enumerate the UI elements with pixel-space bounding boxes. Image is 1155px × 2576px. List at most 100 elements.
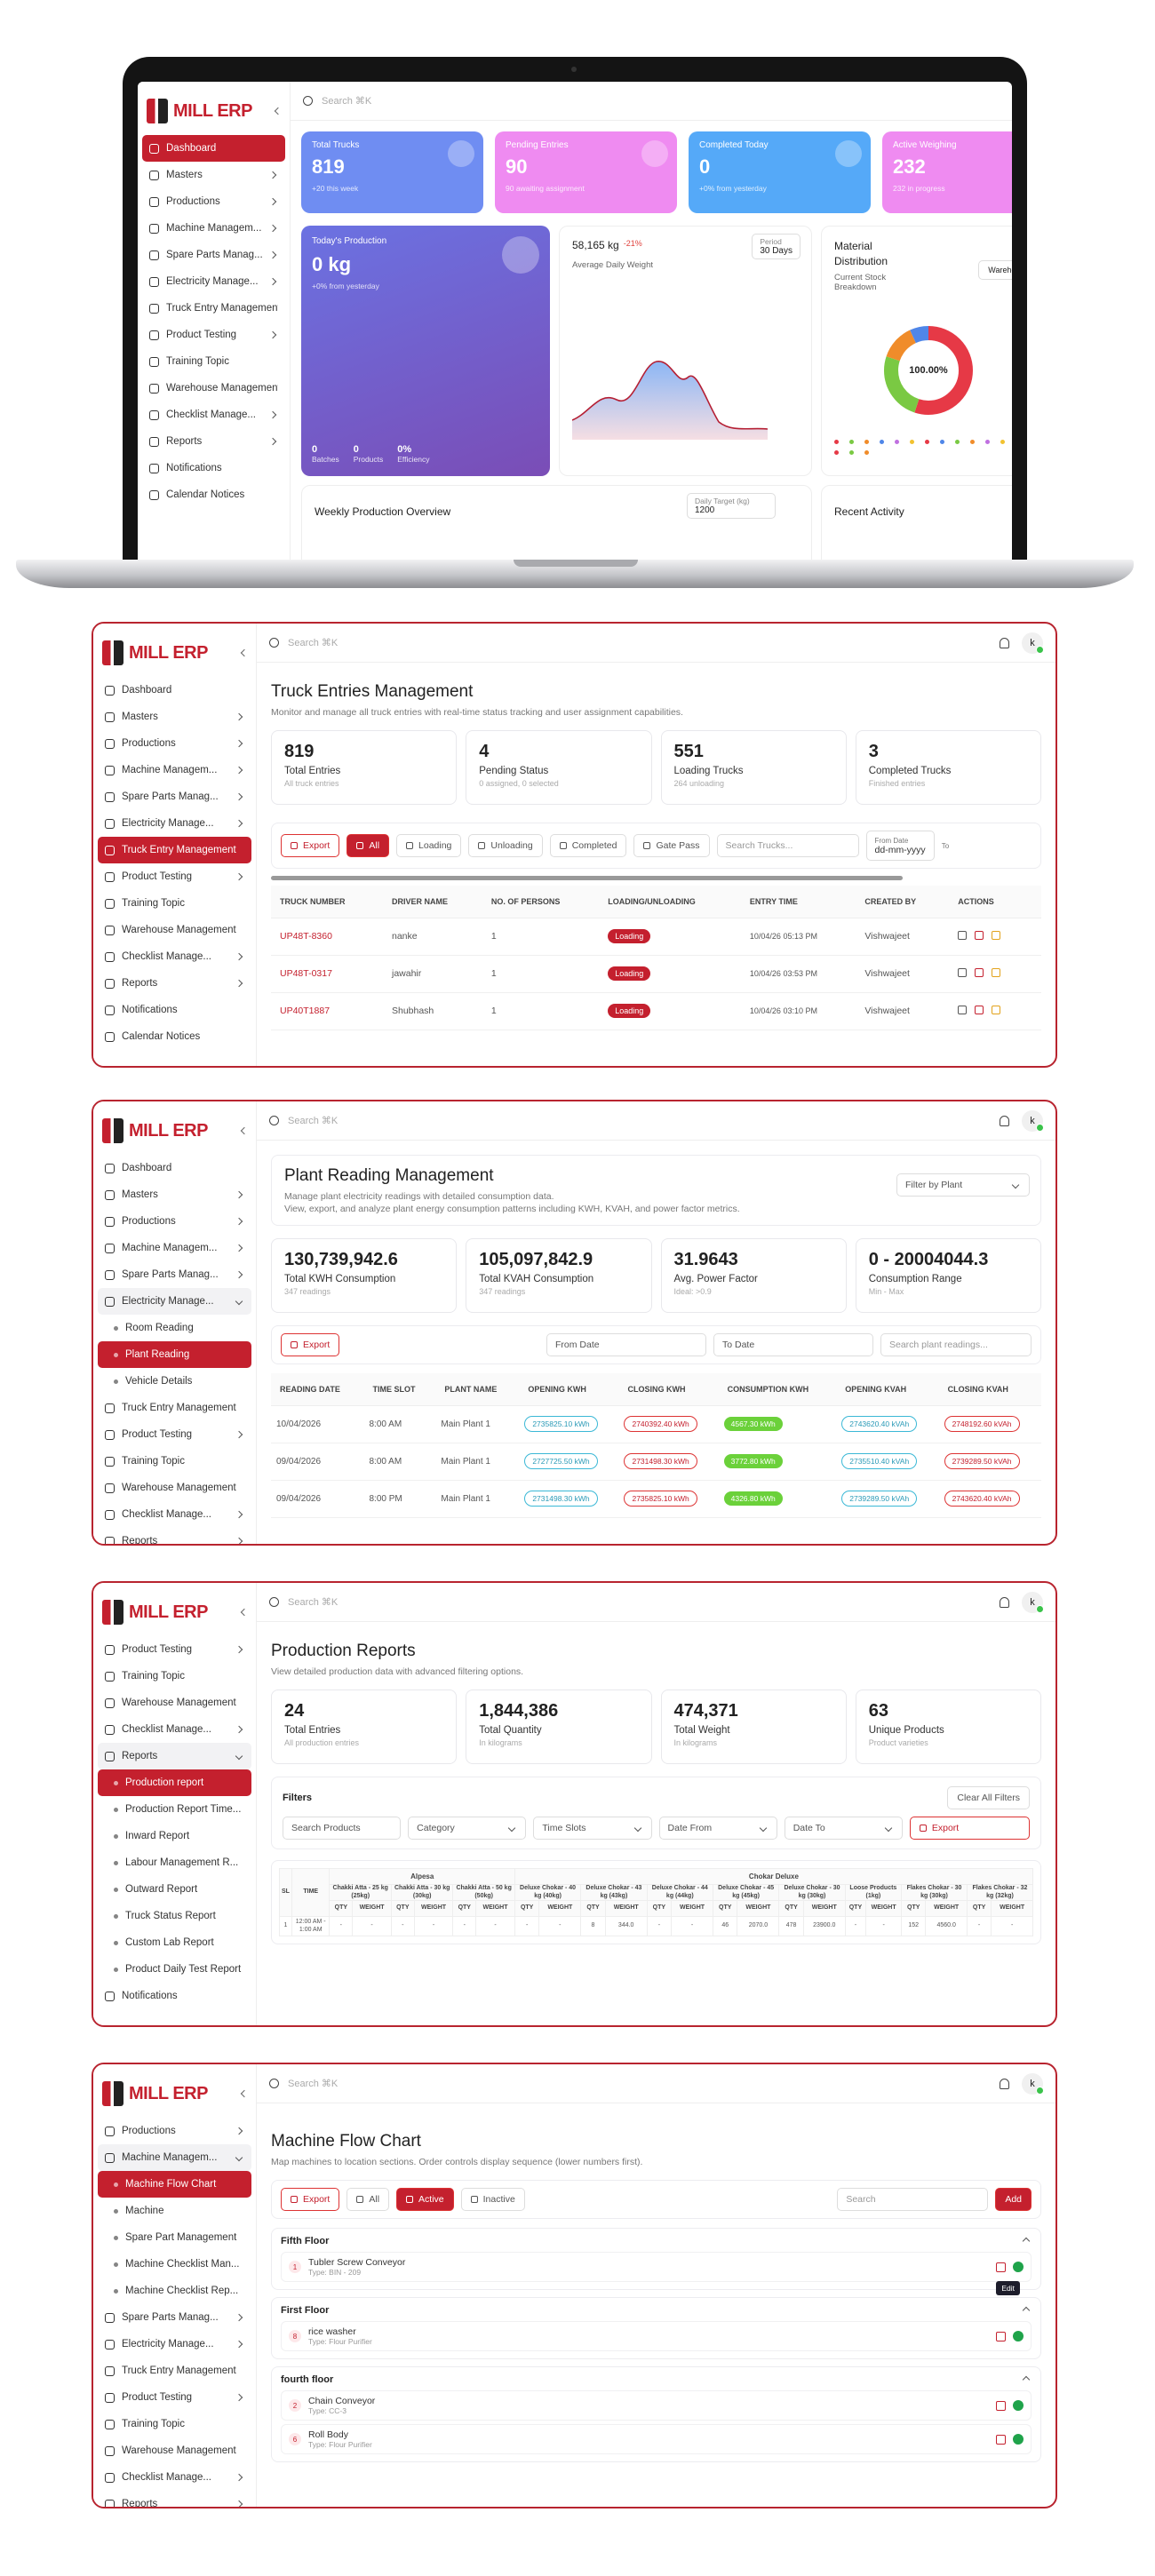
- section-header[interactable]: First Floor: [281, 2305, 1032, 2316]
- active-icon[interactable]: [1013, 2434, 1024, 2445]
- nav-item[interactable]: Plant Reading: [98, 1341, 251, 1368]
- nav-item[interactable]: Productions: [98, 730, 251, 757]
- nav-item[interactable]: Masters: [142, 162, 285, 188]
- nav-item[interactable]: Production report: [98, 1769, 251, 1796]
- plant-filter[interactable]: Filter by Plant: [896, 1173, 1030, 1197]
- search-box[interactable]: Search ⌘K: [269, 1596, 987, 1608]
- nav-item[interactable]: Checklist Manage...: [98, 2464, 251, 2491]
- collapse-icon[interactable]: [240, 648, 249, 657]
- active-icon[interactable]: [1013, 2331, 1024, 2341]
- export-button[interactable]: Export: [281, 2188, 340, 2211]
- nav-item[interactable]: Reports: [98, 1528, 251, 1544]
- nav-item[interactable]: Outward Report: [98, 1876, 251, 1903]
- filter-input[interactable]: Category: [408, 1817, 527, 1840]
- nav-item[interactable]: Machine: [98, 2198, 251, 2224]
- collapse-icon[interactable]: [240, 1126, 249, 1135]
- action-icon[interactable]: [992, 967, 1001, 977]
- search-box[interactable]: Search ⌘K: [269, 637, 987, 648]
- filter-button[interactable]: Loading: [396, 834, 462, 857]
- search-input[interactable]: Search Trucks...: [716, 834, 859, 857]
- nav-item[interactable]: Room Reading: [98, 1315, 251, 1341]
- nav-item[interactable]: Notifications: [142, 455, 285, 481]
- edit-icon[interactable]: [996, 2331, 1006, 2341]
- avatar[interactable]: k: [1022, 632, 1044, 654]
- from-date[interactable]: From Date dd-mm-yyyy: [865, 831, 935, 861]
- bell-icon[interactable]: [1000, 1596, 1009, 1608]
- nav-item[interactable]: Dashboard: [98, 1155, 251, 1181]
- search-input[interactable]: Search: [837, 2188, 989, 2211]
- nav-item[interactable]: Checklist Manage...: [98, 1716, 251, 1743]
- filter-input[interactable]: Time Slots: [533, 1817, 652, 1840]
- nav-item[interactable]: Training Topic: [98, 890, 251, 917]
- inactive-button[interactable]: Inactive: [460, 2188, 525, 2211]
- collapse-icon[interactable]: [240, 1608, 249, 1617]
- clear-filters[interactable]: Clear All Filters: [947, 1786, 1030, 1809]
- nav-item[interactable]: Training Topic: [98, 2411, 251, 2437]
- nav-item[interactable]: Product Testing: [142, 322, 285, 348]
- nav-item[interactable]: Vehicle Details: [98, 1368, 251, 1395]
- nav-item[interactable]: Calendar Notices: [142, 481, 285, 508]
- filter-button[interactable]: Unloading: [468, 834, 543, 857]
- collapse-icon[interactable]: [274, 107, 283, 115]
- export-button[interactable]: Export: [281, 1333, 340, 1356]
- active-icon[interactable]: [1013, 2262, 1024, 2272]
- active-button[interactable]: Active: [396, 2188, 454, 2211]
- edit-icon[interactable]: [996, 2262, 1006, 2272]
- nav-item[interactable]: Reports: [142, 428, 285, 455]
- nav-item[interactable]: Checklist Manage...: [98, 1501, 251, 1528]
- avatar[interactable]: k: [1022, 1109, 1044, 1132]
- nav-item[interactable]: Machine Checklist Rep...: [98, 2278, 251, 2304]
- nav-item[interactable]: Notifications: [98, 1983, 251, 2009]
- collapse-icon[interactable]: [240, 2089, 249, 2098]
- nav-item[interactable]: Machine Flow Chart: [98, 2171, 251, 2198]
- nav-item[interactable]: Masters: [98, 1181, 251, 1208]
- avatar[interactable]: k: [1022, 2072, 1044, 2095]
- filter-input[interactable]: Date From: [658, 1817, 777, 1840]
- period-select[interactable]: Period 30 Days: [752, 234, 801, 259]
- search-box[interactable]: Search ⌘K: [269, 1115, 987, 1126]
- nav-item[interactable]: Truck Entry Management: [98, 837, 251, 863]
- nav-item[interactable]: Productions: [142, 188, 285, 215]
- filter-button[interactable]: Gate Pass: [633, 834, 710, 857]
- nav-item[interactable]: Productions: [98, 1208, 251, 1235]
- nav-item[interactable]: Machine Managem...: [142, 215, 285, 242]
- export-button[interactable]: Export: [909, 1817, 1031, 1840]
- active-icon[interactable]: [1013, 2400, 1024, 2411]
- search-input[interactable]: Search plant readings...: [880, 1333, 1032, 1356]
- nav-item[interactable]: Training Topic: [98, 1448, 251, 1475]
- filter-button[interactable]: All: [346, 834, 390, 857]
- nav-item[interactable]: Truck Status Report: [98, 1903, 251, 1929]
- nav-item[interactable]: Calendar Notices: [98, 1023, 251, 1050]
- nav-item[interactable]: Machine Managem...: [98, 2144, 251, 2171]
- nav-item[interactable]: Electricity Manage...: [98, 810, 251, 837]
- filter-input[interactable]: Date To: [784, 1817, 903, 1840]
- section-header[interactable]: fourth floor: [281, 2374, 1032, 2385]
- nav-item[interactable]: Dashboard: [142, 135, 285, 162]
- nav-item[interactable]: Warehouse Management: [98, 1690, 251, 1716]
- nav-item[interactable]: Machine Managem...: [98, 757, 251, 783]
- nav-item[interactable]: Machine Checklist Man...: [98, 2251, 251, 2278]
- from-date[interactable]: From Date: [546, 1333, 706, 1356]
- action-icon[interactable]: [975, 967, 984, 977]
- edit-icon[interactable]: [996, 2434, 1006, 2445]
- nav-item[interactable]: Warehouse Management: [98, 1475, 251, 1501]
- add-button[interactable]: Add: [995, 2188, 1032, 2211]
- nav-item[interactable]: Checklist Manage...: [142, 402, 285, 428]
- action-icon[interactable]: [992, 1005, 1001, 1014]
- nav-item[interactable]: Warehouse Management: [98, 2437, 251, 2464]
- nav-item[interactable]: Production Report Time...: [98, 1796, 251, 1823]
- nav-item[interactable]: Custom Lab Report: [98, 1929, 251, 1956]
- nav-item[interactable]: Product Testing: [98, 1421, 251, 1448]
- nav-item[interactable]: Masters: [98, 704, 251, 730]
- nav-item[interactable]: Warehouse Management: [142, 375, 285, 402]
- nav-item[interactable]: Inward Report: [98, 1823, 251, 1849]
- nav-item[interactable]: Spare Parts Manag...: [142, 242, 285, 268]
- all-button[interactable]: All: [346, 2188, 390, 2211]
- nav-item[interactable]: Training Topic: [142, 348, 285, 375]
- nav-item[interactable]: Machine Managem...: [98, 1235, 251, 1261]
- nav-item[interactable]: Dashboard: [98, 677, 251, 704]
- nav-item[interactable]: Reports: [98, 970, 251, 997]
- nav-item[interactable]: Electricity Manage...: [142, 268, 285, 295]
- nav-item[interactable]: Product Daily Test Report: [98, 1956, 251, 1983]
- nav-item[interactable]: Spare Parts Manag...: [98, 1261, 251, 1288]
